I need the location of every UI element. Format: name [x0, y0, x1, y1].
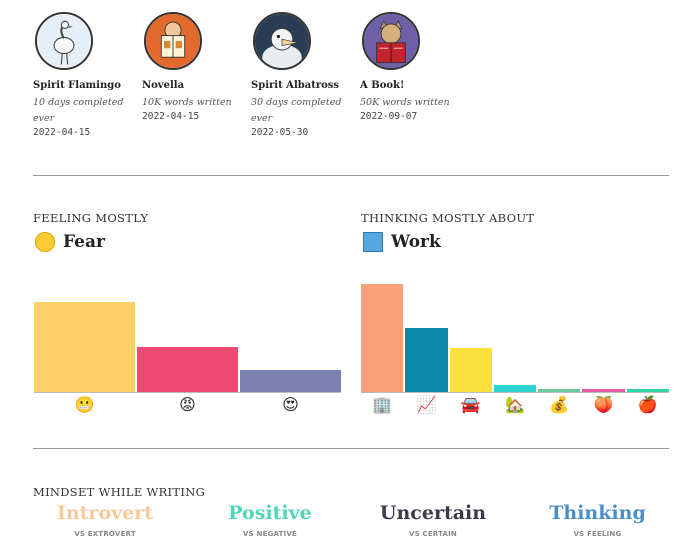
mindset-label: MINDSET WHILE WRITING — [33, 485, 206, 499]
angry-face-icon: 😡 — [179, 395, 196, 414]
money-bag-icon: 💰 — [549, 395, 570, 414]
badge-title: A Book! — [360, 80, 405, 91]
badge-date: 2022-04-15 — [142, 111, 200, 122]
mindset-vs: VS EXTROVERT — [74, 530, 136, 538]
thinking-bar-car — [449, 348, 492, 392]
feeling-chart: 😬 😡 😍 — [34, 277, 341, 417]
cat-reading-icon — [362, 12, 420, 70]
badge-subtitle: 30 days completed ever — [251, 97, 342, 124]
thinking-label: THINKING MOSTLY ABOUT — [361, 211, 535, 225]
office-building-icon: 🏢 — [372, 395, 393, 414]
badge-subtitle: 10 days completed ever — [33, 97, 124, 124]
feeling-bar-grimacing-face — [34, 302, 135, 392]
feeling-label: FEELING MOSTLY — [33, 211, 149, 225]
badge-spirit-albatross[interactable]: Spirit Albatross 30 days completed ever … — [251, 12, 360, 138]
badges-row: Spirit Flamingo 10 days completed ever 2… — [33, 12, 469, 138]
feeling-bar-angry-face — [137, 347, 238, 392]
albatross-icon — [253, 12, 311, 70]
divider — [33, 448, 669, 449]
thinking-bar-chart-increasing — [405, 327, 448, 392]
mindset-introvert: Introvert VS EXTROVERT — [45, 502, 165, 538]
mindset-word: Introvert — [56, 502, 154, 524]
apple-icon: 🍎 — [637, 395, 658, 414]
thinking-axis — [361, 392, 669, 393]
heart-eyes-face-icon: 😍 — [282, 395, 299, 414]
grimacing-face-icon: 😬 — [74, 395, 95, 414]
mindset-thinking: Thinking VS FEELING — [535, 502, 660, 538]
thinking-value: Work — [363, 232, 441, 252]
feeling-value-text: Fear — [63, 232, 105, 252]
feeling-value: Fear — [35, 232, 105, 252]
flamingo-icon — [35, 12, 93, 70]
mindset-vs: VS CERTAIN — [408, 530, 457, 538]
feeling-axis — [34, 392, 341, 393]
thinking-value-text: Work — [391, 232, 441, 252]
chart-increasing-icon: 📈 — [416, 395, 437, 414]
mindset-word: Thinking — [549, 502, 646, 524]
house-icon: 🏡 — [505, 395, 525, 414]
badge-subtitle: 50K words written — [360, 97, 450, 108]
badge-title: Novella — [142, 80, 185, 91]
badge-a-book[interactable]: A Book! 50K words written 2022-09-07 — [360, 12, 469, 138]
badge-date: 2022-04-15 — [33, 127, 91, 138]
feeling-bar-heart-eyes-face — [240, 370, 341, 392]
mindset-vs: VS FEELING — [573, 530, 622, 538]
divider — [33, 175, 669, 176]
badge-subtitle: 10K words written — [142, 97, 232, 108]
mindset-vs: VS NEGATIVE — [243, 530, 297, 538]
badge-novella[interactable]: Novella 10K words written 2022-04-15 — [142, 12, 251, 138]
grimacing-face-icon — [35, 232, 55, 252]
badge-date: 2022-05-30 — [251, 127, 309, 138]
thinking-bar-peach — [582, 389, 625, 392]
mindset-positive: Positive VS NEGATIVE — [210, 502, 330, 538]
book-reader-icon — [144, 12, 202, 70]
thinking-bar-apple — [626, 389, 669, 392]
peach-icon: 🍑 — [593, 395, 614, 414]
badge-title: Spirit Albatross — [251, 80, 340, 91]
badge-spirit-flamingo[interactable]: Spirit Flamingo 10 days completed ever 2… — [33, 12, 142, 138]
mindset-word: Uncertain — [379, 502, 487, 524]
badge-date: 2022-09-07 — [360, 111, 418, 122]
thinking-bar-house — [493, 385, 537, 392]
thinking-bar-money-bag — [538, 389, 581, 392]
office-building-icon — [363, 232, 383, 252]
badge-title: Spirit Flamingo — [33, 80, 121, 91]
mindset-uncertain: Uncertain VS CERTAIN — [368, 502, 498, 538]
thinking-bar-office-building — [361, 283, 404, 392]
car-icon: 🚘 — [460, 395, 481, 414]
thinking-chart: 🏢 📈 🚘 🏡 💰 🍑 🍎 — [361, 277, 669, 417]
mindset-word: Positive — [228, 502, 312, 524]
